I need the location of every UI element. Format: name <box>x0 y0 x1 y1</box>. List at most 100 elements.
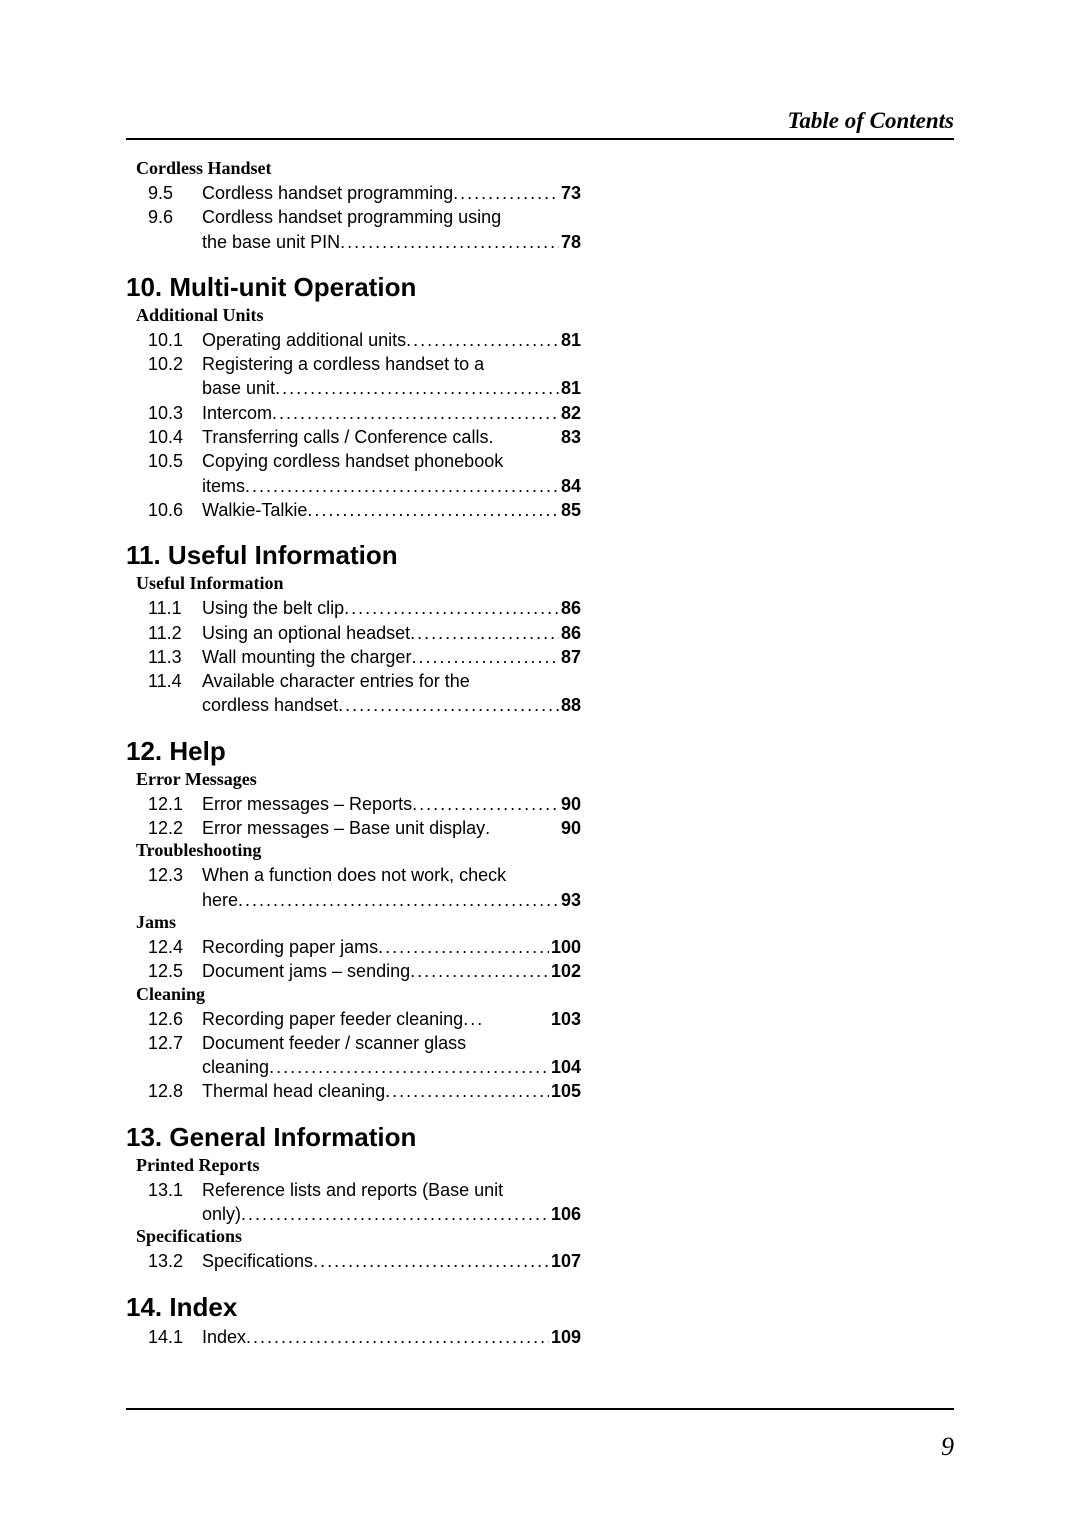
toc-label: Recording paper jams <box>202 935 378 959</box>
toc-page: 105 <box>549 1079 581 1103</box>
toc-entry: 12.6 Recording paper feeder cleaning ...… <box>148 1007 581 1031</box>
toc-label: items <box>202 474 245 498</box>
toc-num: 11.1 <box>148 596 202 620</box>
toc-label: Specifications <box>202 1249 313 1273</box>
toc-label: Wall mounting the charger <box>202 645 411 669</box>
toc-page: 104 <box>549 1055 581 1079</box>
toc-num: 10.5 <box>148 449 202 473</box>
toc-leader: ........................................… <box>385 1079 549 1103</box>
toc-leader: ........................................… <box>410 621 559 645</box>
sub-heading-useful-info: Useful Information <box>136 573 581 594</box>
toc-entry: 14.1 Index .............................… <box>148 1325 581 1349</box>
toc-label: Cordless handset programming <box>202 181 453 205</box>
toc-entry: 12.3 When a function does not work, chec… <box>148 863 581 887</box>
toc-label: Recording paper feeder cleaning <box>202 1007 463 1031</box>
toc-label: Error messages – Base unit display <box>202 816 485 840</box>
toc-leader: ........................................… <box>241 1202 549 1226</box>
toc-label: Thermal head cleaning <box>202 1079 385 1103</box>
toc-label: here <box>202 888 238 912</box>
toc-entry: 11.1 Using the belt clip ...............… <box>148 596 581 620</box>
toc-entry: 12.4 Recording paper jams ..............… <box>148 935 581 959</box>
toc-entry-continuation: cordless handset .......................… <box>202 693 581 717</box>
toc-num: 11.4 <box>148 669 202 693</box>
toc-entry: 13.2 Specifications ....................… <box>148 1249 581 1273</box>
toc-leader: ........................................… <box>340 230 559 254</box>
sub-heading-cleaning: Cleaning <box>136 984 581 1005</box>
toc-leader: ........................................… <box>378 935 549 959</box>
toc-page: 107 <box>549 1249 581 1273</box>
toc-page: 90 <box>559 816 581 840</box>
toc-leader: ........................................… <box>269 1055 549 1079</box>
toc-page: 100 <box>549 935 581 959</box>
toc-label: Document jams – sending <box>202 959 410 983</box>
toc-num: 10.4 <box>148 425 202 449</box>
toc-num: 9.5 <box>148 181 202 205</box>
toc-page: 88 <box>559 693 581 717</box>
toc-entry: 13.1 Reference lists and reports (Base u… <box>148 1178 581 1202</box>
page-number: 9 <box>941 1432 954 1462</box>
toc-page: 81 <box>559 328 581 352</box>
toc-num: 12.5 <box>148 959 202 983</box>
toc-label: cleaning <box>202 1055 269 1079</box>
toc-label: When a function does not work, check <box>202 863 581 887</box>
toc-num: 12.7 <box>148 1031 202 1055</box>
toc-entry: 10.1 Operating additional units ........… <box>148 328 581 352</box>
sub-heading-jams: Jams <box>136 912 581 933</box>
toc-num: 12.4 <box>148 935 202 959</box>
toc-leader: . <box>485 816 559 840</box>
sub-heading-specifications: Specifications <box>136 1226 581 1247</box>
toc-page: 81 <box>559 376 581 400</box>
toc-entry-continuation: items ..................................… <box>202 474 581 498</box>
toc-label: Cordless handset programming using <box>202 205 581 229</box>
toc-entry-continuation: here ...................................… <box>202 888 581 912</box>
toc-entry: 10.3 Intercom ..........................… <box>148 401 581 425</box>
toc-page: 83 <box>559 425 581 449</box>
toc-entry: 12.2 Error messages – Base unit display … <box>148 816 581 840</box>
toc-page: 86 <box>559 596 581 620</box>
toc-num: 11.2 <box>148 621 202 645</box>
toc-num: 12.6 <box>148 1007 202 1031</box>
toc-label: base unit <box>202 376 275 400</box>
toc-page: 82 <box>559 401 581 425</box>
toc-label: Using the belt clip <box>202 596 344 620</box>
toc-num: 9.6 <box>148 205 202 229</box>
toc-num: 11.3 <box>148 645 202 669</box>
toc-entry-continuation: base unit ..............................… <box>202 376 581 400</box>
toc-label: Document feeder / scanner glass <box>202 1031 581 1055</box>
toc-num: 10.3 <box>148 401 202 425</box>
toc-num: 10.1 <box>148 328 202 352</box>
toc-label: Transferring calls / Conference calls <box>202 425 488 449</box>
toc-label: Available character entries for the <box>202 669 581 693</box>
toc-label: Operating additional units <box>202 328 406 352</box>
toc-label: Copying cordless handset phonebook <box>202 449 581 473</box>
top-rule <box>126 138 954 140</box>
toc-entry: 9.6 Cordless handset programming using <box>148 205 581 229</box>
toc-page: 93 <box>559 888 581 912</box>
toc-leader: ........................................… <box>453 181 559 205</box>
toc-num: 12.8 <box>148 1079 202 1103</box>
toc-entry-continuation: the base unit PIN ......................… <box>202 230 581 254</box>
toc-leader: ........................................… <box>338 693 559 717</box>
toc-entry: 10.5 Copying cordless handset phonebook <box>148 449 581 473</box>
toc-leader: ........................................… <box>406 328 559 352</box>
toc-page: 84 <box>559 474 581 498</box>
chapter-heading-11: 11. Useful Information <box>126 540 581 571</box>
toc-num: 12.1 <box>148 792 202 816</box>
sub-heading-troubleshooting: Troubleshooting <box>136 840 581 861</box>
toc-entry-continuation: only) ..................................… <box>202 1202 581 1226</box>
toc-entry: 11.4 Available character entries for the <box>148 669 581 693</box>
toc-page: 85 <box>559 498 581 522</box>
toc-label: Using an optional headset <box>202 621 410 645</box>
bottom-rule <box>126 1408 954 1410</box>
toc-label: Reference lists and reports (Base unit <box>202 1178 581 1202</box>
toc-label: Walkie-Talkie <box>202 498 307 522</box>
toc-entry: 12.7 Document feeder / scanner glass <box>148 1031 581 1055</box>
toc-page: 103 <box>549 1007 581 1031</box>
toc-entry: 10.2 Registering a cordless handset to a <box>148 352 581 376</box>
toc-leader: ........................................… <box>246 1325 549 1349</box>
toc-num: 10.2 <box>148 352 202 376</box>
toc-num: 12.2 <box>148 816 202 840</box>
sub-heading-cordless-handset: Cordless Handset <box>136 158 581 179</box>
toc-label: the base unit PIN <box>202 230 340 254</box>
toc-num: 13.2 <box>148 1249 202 1273</box>
